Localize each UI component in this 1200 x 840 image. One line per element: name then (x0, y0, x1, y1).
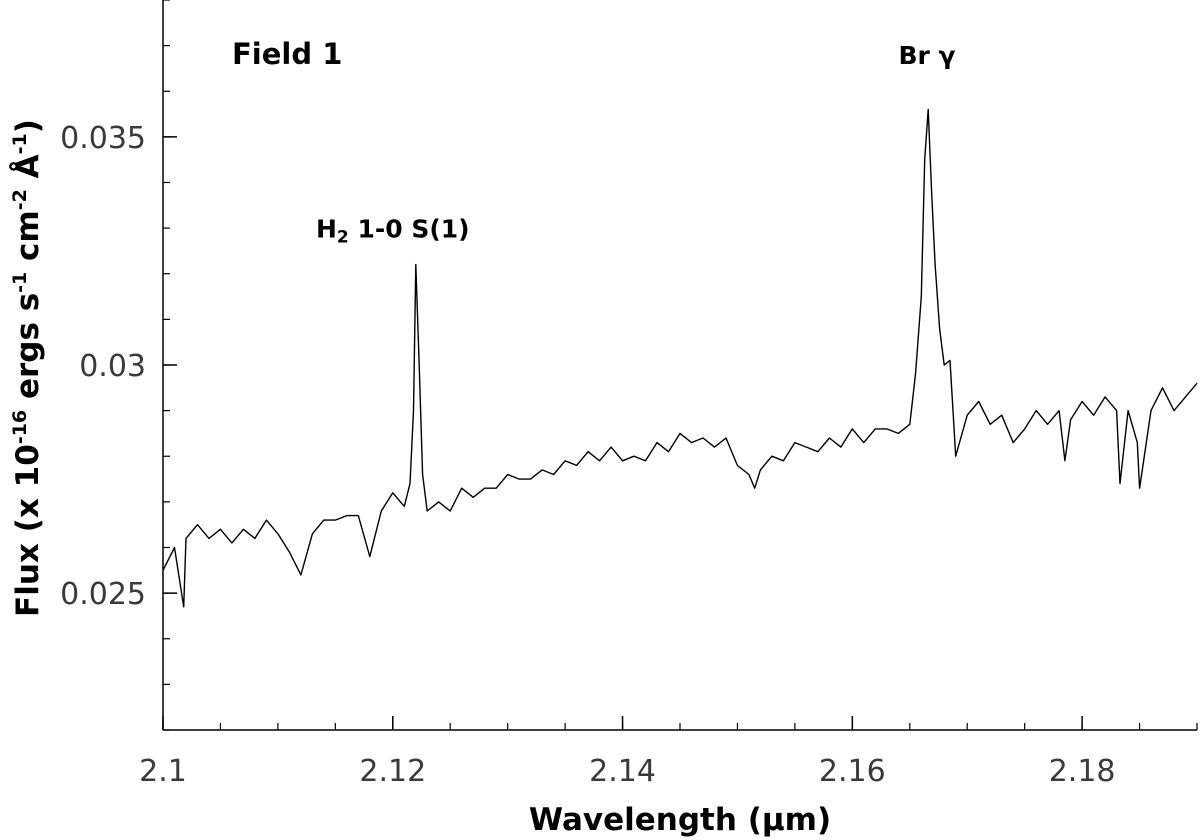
x-tick-label: 2.16 (819, 754, 886, 789)
y-axis-title-exp4: -1 (9, 133, 31, 154)
y-axis-title-mid2: cm (10, 210, 46, 271)
spectrum-line (162, 108, 1198, 608)
y-axis-title-exp1: -16 (9, 410, 31, 444)
y-axis-title-suffix: ) (10, 119, 46, 133)
y-axis-title-prefix: Flux (x 10 (10, 444, 46, 617)
y-tick-label: 0.035 (60, 121, 146, 156)
y-axis-title: Flux (x 10-16 ergs s-1 cm-2 Å-1) (9, 119, 46, 617)
panel-label: Field 1 (232, 37, 342, 71)
y-axis-title-mid3: Å (9, 154, 46, 189)
br-gamma-label: Br γ (898, 41, 955, 70)
y-axis-title-exp3: -2 (9, 189, 31, 210)
x-tick-label: 2.1 (139, 754, 187, 789)
x-axis-title: Wavelength (μm) (529, 802, 831, 838)
h2-line-label: H2 1-0 S(1) (316, 214, 470, 247)
y-tick-label: 0.025 (60, 577, 146, 612)
x-tick-label: 2.14 (589, 754, 656, 789)
x-tick-label: 2.12 (359, 754, 426, 789)
y-axis-title-mid1: ergs s (10, 293, 46, 410)
y-tick-label: 0.03 (79, 349, 146, 384)
y-axis-title-exp2: -1 (9, 272, 31, 293)
x-tick-label: 2.18 (1049, 754, 1116, 789)
